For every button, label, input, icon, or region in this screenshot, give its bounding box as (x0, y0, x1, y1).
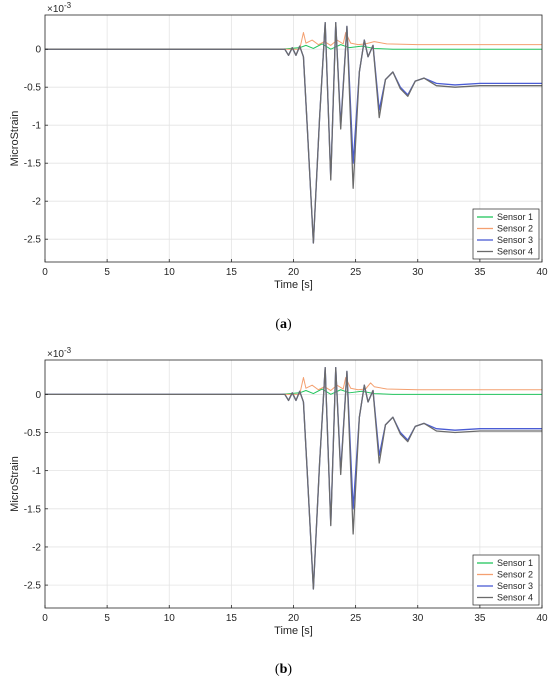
x-tick-label: 10 (164, 613, 176, 624)
x-tick-label: 25 (350, 267, 362, 278)
legend-entry: Sensor 2 (497, 570, 533, 580)
y-tick-label: -0.5 (24, 83, 42, 94)
y-axis-multiplier: ×10-3 (47, 346, 72, 360)
legend-entry: Sensor 4 (497, 593, 533, 603)
legend-entry: Sensor 1 (497, 212, 533, 222)
y-axis-multiplier: ×10-3 (47, 1, 72, 15)
y-axis-label: MicroStrain (9, 111, 21, 167)
legend-entry: Sensor 2 (497, 224, 533, 234)
x-tick-label: 35 (474, 613, 486, 624)
x-axis-label: Time [s] (274, 279, 313, 291)
y-axis-label: MicroStrain (9, 456, 21, 512)
legend-entry: Sensor 4 (497, 247, 533, 257)
panel-caption: (b) (275, 662, 292, 677)
x-tick-label: 15 (226, 613, 238, 624)
series-line-sensor-4 (45, 366, 542, 590)
y-tick-label: -1.5 (24, 504, 42, 515)
x-tick-label: 35 (474, 267, 486, 278)
x-tick-label: 5 (104, 267, 110, 278)
x-axis-label: Time [s] (274, 625, 313, 637)
x-tick-label: 20 (288, 613, 300, 624)
x-tick-label: 10 (164, 267, 176, 278)
panel-caption: (a) (275, 317, 292, 332)
x-tick-label: 20 (288, 267, 300, 278)
series-line-sensor-2 (45, 377, 542, 395)
x-tick-label: 15 (226, 267, 238, 278)
y-tick-label: -2.5 (24, 235, 42, 246)
y-tick-label: -1 (32, 466, 41, 477)
y-tick-label: -0.5 (24, 428, 42, 439)
chart-panel-a: 0 5 10 15 20 25 30 35 40 0 -0.5 -1 -1.5 -2 -2.5 ×10-3 Ti… (9, 1, 548, 332)
y-tick-label: -2.5 (24, 581, 42, 592)
chart-panel-b: 0 5 10 15 20 25 30 35 40 0 -0.5 -1 -1.5 -2 -2.5 ×10-3 Ti… (9, 346, 548, 677)
x-tick-label: 40 (536, 613, 548, 624)
legend-entry: Sensor 3 (497, 235, 533, 245)
y-tick-label: -2 (32, 542, 41, 553)
x-tick-label: 5 (104, 613, 110, 624)
series-line-sensor-2 (45, 31, 542, 50)
y-tick-label: 0 (35, 390, 41, 401)
y-tick-label: 0 (35, 45, 41, 56)
y-tick-label: -1.5 (24, 159, 42, 170)
x-tick-label: 0 (42, 267, 48, 278)
series-line-sensor-4 (45, 21, 542, 244)
x-tick-label: 30 (412, 267, 424, 278)
x-tick-label: 25 (350, 613, 362, 624)
x-tick-label: 0 (42, 613, 48, 624)
y-tick-label: -1 (32, 121, 41, 132)
legend-entry: Sensor 1 (497, 558, 533, 568)
x-tick-label: 40 (536, 267, 548, 278)
x-tick-label: 30 (412, 613, 424, 624)
y-tick-label: -2 (32, 197, 41, 208)
legend-entry: Sensor 3 (497, 581, 533, 591)
